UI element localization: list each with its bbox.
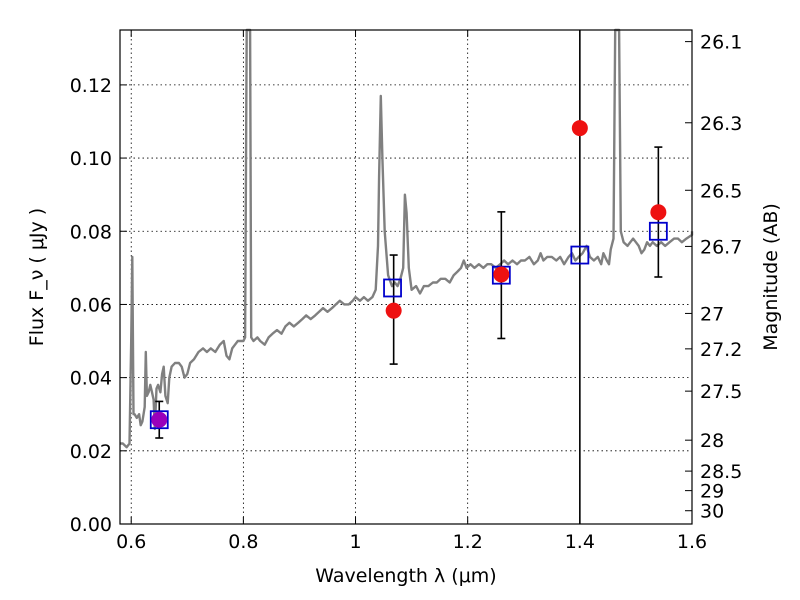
square-data-point <box>648 221 668 241</box>
y-tick-label: 0.08 <box>70 221 112 243</box>
magnitude-tick-label: 29 <box>700 481 724 503</box>
y-axis-ticks: 0.00 0.02 0.04 0.06 0.08 0.10 0.12 <box>70 75 127 536</box>
y-axis-title: Flux F_ν ( μJy ) <box>26 208 48 346</box>
magnitude-tick-label: 26.1 <box>700 32 742 54</box>
magnitude-tick-label: 26.7 <box>700 236 742 258</box>
x-tick-label: 1 <box>349 531 361 553</box>
square-data-point <box>149 410 169 430</box>
circle-data-point <box>151 411 168 428</box>
y-tick-label: 0.00 <box>70 514 112 536</box>
square-data-point <box>383 278 402 298</box>
x-tick-label: 0.8 <box>228 531 258 553</box>
circle-data-point <box>493 266 510 283</box>
magnitude-tick-label: 28 <box>700 430 724 452</box>
circle-marker-layer <box>151 120 667 428</box>
plot-background <box>120 30 692 524</box>
magnitude-tick-label: 26.3 <box>700 113 742 135</box>
y-tick-label: 0.06 <box>70 294 112 316</box>
x-tick-label: 1.6 <box>677 531 707 553</box>
y-tick-label: 0.12 <box>70 75 112 97</box>
magnitude-tick-label: 28.5 <box>700 461 742 483</box>
magnitude-tick-label: 26.5 <box>700 180 742 202</box>
x-tick-label: 1.4 <box>565 531 595 553</box>
magnitude-tick-label: 27 <box>700 303 724 325</box>
circle-data-point <box>650 204 667 221</box>
circle-data-point <box>571 120 588 137</box>
plot-frame <box>119 29 693 525</box>
y-tick-label: 0.02 <box>70 441 112 463</box>
circle-data-point <box>385 302 402 319</box>
x-tick-label: 0.6 <box>116 531 146 553</box>
y-tick-label: 0.04 <box>70 368 112 390</box>
spectrum-layer <box>120 28 694 449</box>
x-axis-title: Wavelength λ (μm) <box>315 565 496 587</box>
magnitude-tick-label: 27.2 <box>700 339 742 361</box>
x-tick-label: 1.2 <box>453 531 483 553</box>
x-axis-ticks: 0.6 0.8 1 1.2 1.4 1.6 <box>116 30 707 553</box>
square-data-point <box>570 245 590 265</box>
spectrum-line <box>120 28 694 449</box>
magnitude-tick-label: 27.5 <box>700 381 742 403</box>
magnitude-tick-label: 30 <box>700 501 724 523</box>
y-tick-label: 0.10 <box>70 148 112 170</box>
right-axis-title: Magnitude (AB) <box>760 203 782 351</box>
